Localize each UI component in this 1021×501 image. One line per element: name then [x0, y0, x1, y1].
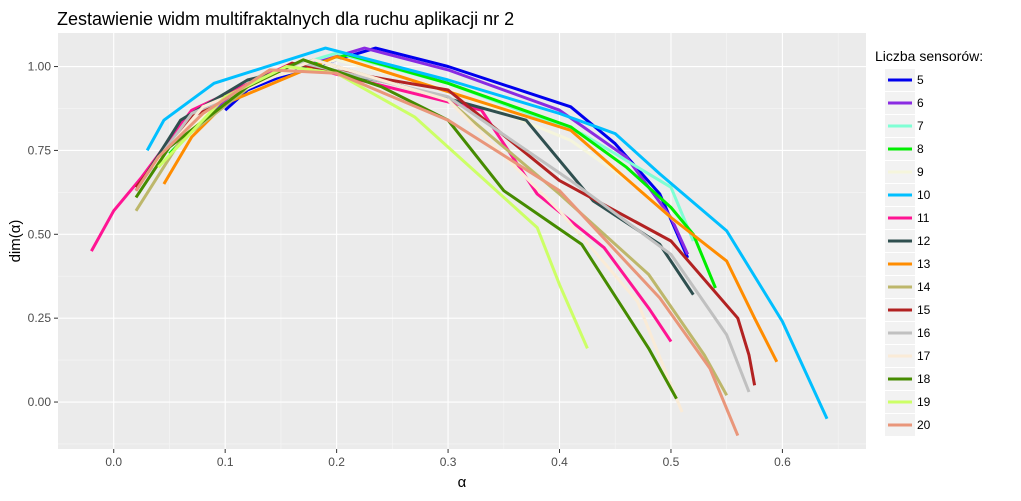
x-tick-label: 0.1: [217, 455, 234, 469]
x-tick-label: 0.4: [551, 455, 568, 469]
y-tick-label: 0.25: [28, 311, 52, 325]
x-axis-label: α: [458, 474, 467, 491]
y-tick-label: 0.00: [28, 395, 52, 409]
legend-label: 19: [917, 395, 931, 409]
legend-label: 13: [917, 257, 931, 271]
y-axis-label: dim(α): [7, 220, 24, 263]
axes: 0.0 0.1 0.2 0.3 0.4 0.5 0.6 0.00 0.25 0.50 0.75 1.0…: [28, 60, 791, 469]
legend: Liczba sensorów: 5 6 7 8 9 10 11 12 13 14 15 16 17 18…: [875, 48, 983, 436]
legend-label: 12: [917, 234, 931, 248]
legend-label: 8: [917, 142, 924, 156]
legend-label: 11: [917, 211, 930, 225]
legend-label: 6: [917, 96, 924, 110]
legend-label: 17: [917, 349, 931, 363]
legend-label: 7: [917, 119, 924, 133]
series-line-20: [134, 68, 740, 437]
legend-label: 20: [917, 418, 931, 432]
series-line-11: [90, 61, 673, 343]
chart-title: Zestawienie widm multifraktalnych dla ru…: [57, 9, 514, 29]
x-tick-label: 0.3: [440, 455, 457, 469]
legend-title: Liczba sensorów:: [875, 48, 983, 64]
legend-label: 14: [917, 280, 931, 294]
legend-label: 5: [917, 73, 924, 87]
x-tick-label: 0.0: [105, 455, 122, 469]
legend-label: 15: [917, 303, 931, 317]
series-line-10: [145, 46, 829, 420]
legend-label: 10: [917, 188, 931, 202]
legend-label: 16: [917, 326, 931, 340]
series-line-18: [134, 58, 678, 400]
y-tick-label: 0.50: [28, 227, 52, 241]
series-layer: [90, 46, 829, 437]
x-tick-label: 0.5: [663, 455, 680, 469]
series-line-13: [162, 55, 779, 363]
legend-label: 18: [917, 372, 931, 386]
grid: [58, 33, 866, 449]
y-tick-label: 0.75: [28, 143, 52, 157]
legend-label: 9: [917, 165, 924, 179]
y-tick-label: 1.00: [28, 60, 52, 74]
x-tick-label: 0.2: [328, 455, 345, 469]
x-tick-label: 0.6: [774, 455, 791, 469]
